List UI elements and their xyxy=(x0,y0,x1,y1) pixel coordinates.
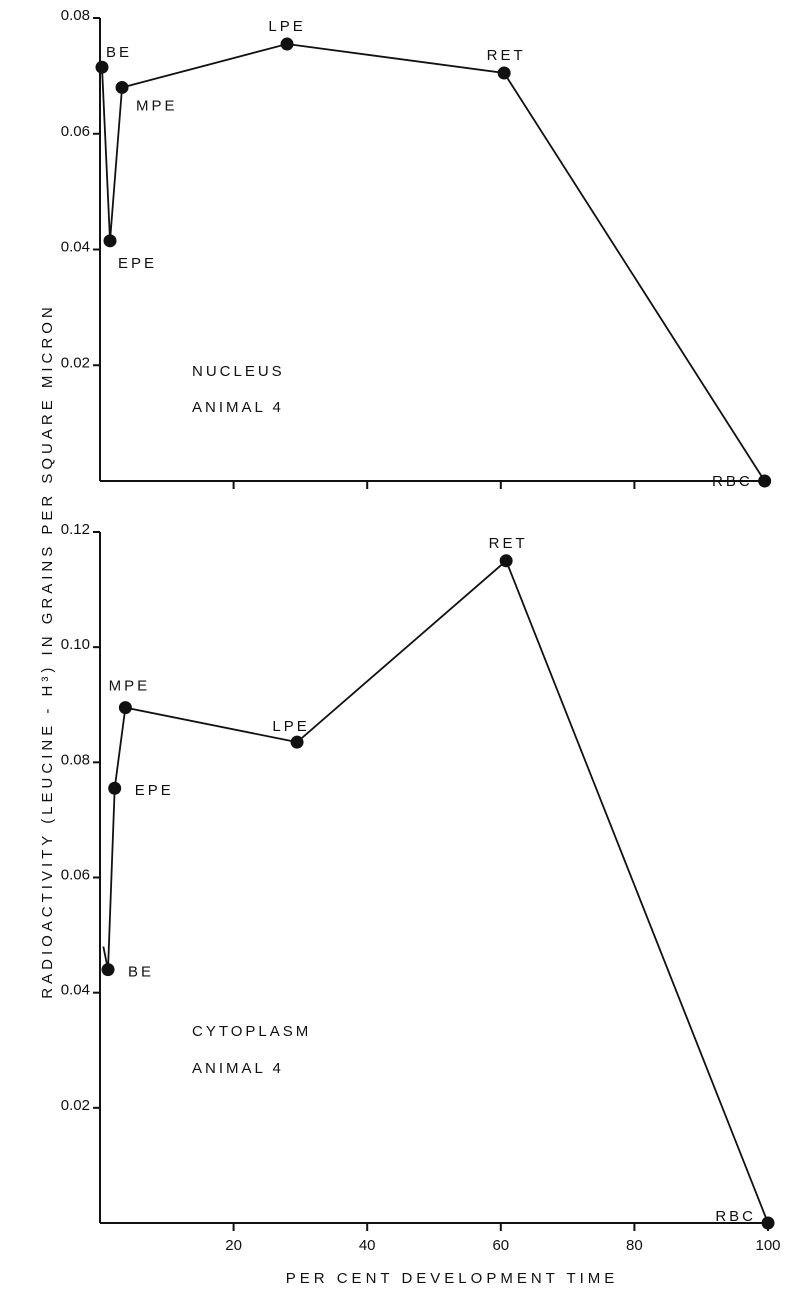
y-tick-label: 0.06 xyxy=(61,867,90,884)
data-point xyxy=(95,60,109,74)
point-label: MPE xyxy=(109,678,151,695)
point-label: RET xyxy=(489,535,528,552)
data-point xyxy=(101,963,115,977)
y-tick-label: 0.02 xyxy=(61,354,90,371)
x-tick-label: 40 xyxy=(359,1237,376,1254)
y-tick-label: 0.02 xyxy=(61,1097,90,1114)
y-tick-label: 0.08 xyxy=(61,7,90,24)
data-point xyxy=(761,1216,775,1230)
x-tick-label: 60 xyxy=(492,1237,509,1254)
y-tick-label: 0.10 xyxy=(61,636,90,653)
panel-annotation: ANIMAL 4 xyxy=(192,399,284,416)
point-label: RET xyxy=(487,47,526,64)
x-tick-label: 100 xyxy=(755,1237,780,1254)
y-axis-label: RADIOACTIVITY (LEUCINE - H³) IN GRAINS P… xyxy=(39,303,56,998)
y-tick-label: 0.06 xyxy=(61,123,90,140)
point-label: RBC xyxy=(712,473,753,490)
y-tick-label: 0.04 xyxy=(61,982,90,999)
point-label: MPE xyxy=(136,97,178,114)
x-tick-label: 20 xyxy=(225,1237,242,1254)
y-tick-label: 0.04 xyxy=(61,239,90,256)
point-label: EPE xyxy=(135,782,174,799)
data-point xyxy=(758,474,772,488)
nucleus-panel: 0.02 0.04 0.06 0.08 BE EPE MPE LPE RET RBC NUCLEUS… xyxy=(61,7,772,490)
data-point xyxy=(115,80,129,94)
point-label: RBC xyxy=(715,1208,756,1225)
data-point xyxy=(499,554,513,568)
point-label: EPE xyxy=(118,255,157,272)
panel-annotation: CYTOPLASM xyxy=(192,1023,311,1040)
data-point xyxy=(118,701,132,715)
series-line xyxy=(102,559,769,1224)
point-label: LPE xyxy=(268,18,305,35)
point-label: BE xyxy=(106,44,132,61)
cytoplasm-panel: 0.02 0.04 0.06 0.08 0.10 0.12 20 40 60 80 100 BE EPE… xyxy=(61,521,781,1254)
panel-annotation: ANIMAL 4 xyxy=(192,1060,284,1077)
y-tick-label: 0.12 xyxy=(61,521,90,538)
data-point xyxy=(280,37,294,51)
data-point xyxy=(103,234,117,248)
x-axis-label: PER CENT DEVELOPMENT TIME xyxy=(286,1270,619,1287)
point-label: BE xyxy=(128,964,154,981)
point-label: LPE xyxy=(272,718,309,735)
data-point xyxy=(108,781,122,795)
data-point xyxy=(497,66,511,80)
data-point xyxy=(290,735,304,749)
series-line xyxy=(101,43,766,482)
panel-annotation: NUCLEUS xyxy=(192,363,285,380)
y-tick-label: 0.08 xyxy=(61,751,90,768)
x-tick-label: 80 xyxy=(626,1237,643,1254)
